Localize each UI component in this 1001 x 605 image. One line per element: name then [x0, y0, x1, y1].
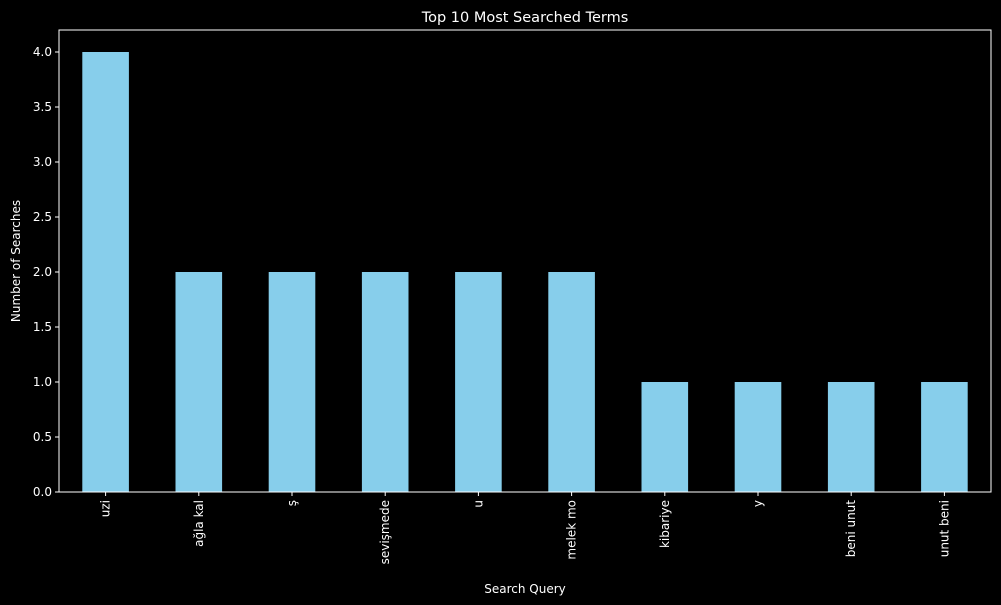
bar: [175, 272, 223, 492]
y-tick-label: 1.0: [33, 375, 52, 389]
plot-area: 0.0 0.5 1.0 1.5 2.0 2.5 3.0 3.5 4.0 uzi ağla kal ş s…: [33, 29, 992, 564]
y-tick-label: 3.0: [33, 155, 52, 169]
y-tick-label: 1.5: [33, 320, 52, 334]
x-tick-label: beni unut: [844, 500, 858, 558]
y-tick-label: 0.5: [33, 430, 52, 444]
y-tick-label: 4.0: [33, 45, 52, 59]
x-tick-label: ş: [285, 500, 299, 506]
x-tick-label: unut beni: [937, 500, 951, 557]
bar: [455, 272, 502, 492]
bar: [548, 272, 595, 492]
y-tick-label: 3.5: [33, 100, 52, 114]
x-tick-label: uzi: [99, 500, 113, 517]
bar: [827, 382, 875, 492]
bar: [268, 272, 316, 492]
chart-title: Top 10 Most Searched Terms: [421, 10, 629, 26]
bar: [734, 382, 782, 492]
y-tick-label: 0.0: [33, 485, 52, 499]
x-tick-label: kibariye: [658, 500, 672, 548]
bar: [641, 382, 689, 492]
x-tick-label: sevişmede: [378, 500, 392, 564]
y-tick-label: 2.5: [33, 210, 52, 224]
x-tick-label: y: [751, 500, 765, 507]
x-axis-label: Search Query: [484, 582, 566, 596]
x-tick-label: melek mo: [565, 500, 579, 560]
x-tick-label: u: [471, 500, 485, 508]
bar: [82, 52, 129, 492]
y-axis-label: Number of Searches: [9, 200, 23, 322]
bar: [361, 272, 409, 492]
x-tick-label: ağla kal: [192, 500, 206, 547]
plot-frame: [58, 29, 992, 493]
y-tick-label: 2.0: [33, 265, 52, 279]
bar: [921, 382, 968, 492]
